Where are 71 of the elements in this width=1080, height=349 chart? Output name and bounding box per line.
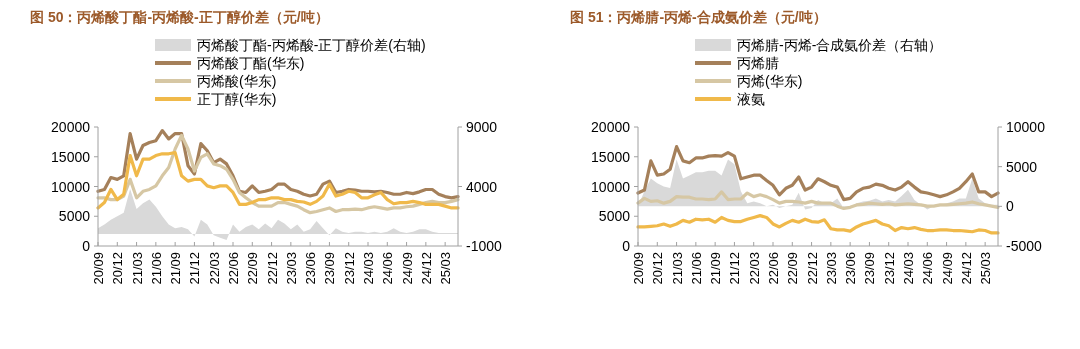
line-series [636,145,1000,202]
x-tick-label: 23/06 [303,252,319,285]
x-tick-label: 24/06 [380,252,396,285]
x-tick-label: 21/12 [187,252,203,285]
x-tick-label: 24/03 [901,252,916,285]
x-tick-label: 22/12 [804,252,820,285]
y-tick-label: 0 [622,238,631,254]
x-tick-label: 21/06 [148,252,164,285]
x-tick-label: 25/03 [978,252,994,285]
x-tick-label: 22/03 [746,252,762,285]
x-tick-label: 22/03 [206,252,222,285]
y2-tick-label: 4000 [466,178,498,195]
x-tick-label: 21/03 [669,252,685,285]
x-tick-label: 24/03 [361,252,376,285]
line-series [96,150,460,210]
legend-label: 丙烯酸丁酯(华东) [197,55,305,71]
x-tick-label: 23/09 [862,252,878,285]
x-tick-label: 22/06 [226,252,241,285]
x-tick-label: 22/09 [785,252,801,285]
x-tick-label: 21/09 [708,252,724,285]
y-tick-label: 15000 [591,148,631,165]
x-tick-label: 23/03 [283,252,299,285]
y-tick-label: 15000 [51,148,91,165]
y-tick-label: 10000 [591,178,631,195]
x-tick-label: 23/03 [823,252,839,285]
x-tick-label: 23/12 [341,252,357,285]
legend-label: 丙烯(华东) [737,73,803,89]
x-tick-label: 24/06 [920,252,936,285]
y2-tick-label: -1000 [466,238,503,254]
x-tick-label: 21/12 [727,252,743,285]
legend-label: 丙烯酸(华东) [197,73,277,89]
legend-label: 丙烯腈 [737,55,779,71]
x-tick-label: 24/09 [399,252,415,285]
legend-label: 丙烯酸丁酯-丙烯酸-正丁醇价差(右轴) [197,37,426,53]
y-tick-label: 20000 [591,119,631,135]
x-tick-label: 21/03 [129,252,145,285]
y2-tick-label: 0 [1006,198,1014,215]
y-tick-label: 10000 [51,178,91,195]
legend-label: 丙烯腈-丙烯-合成氨价差（右轴） [737,37,943,53]
line-series [636,190,1000,211]
line-series [96,133,460,215]
x-tick-label: 23/06 [843,252,859,285]
x-tick-label: 20/12 [110,252,126,285]
x-tick-label: 22/09 [245,252,261,285]
x-tick-label: 24/12 [958,252,974,285]
x-tick-label: 21/06 [688,252,704,285]
x-tick-label: 22/12 [264,252,280,285]
x-tick-label: 24/09 [939,252,955,285]
y-tick-label: 5000 [58,208,91,225]
y2-tick-label: 5000 [1006,158,1038,175]
y-tick-label: 0 [82,238,91,254]
x-tick-label: 20/09 [91,252,106,285]
line-series [96,128,460,200]
x-tick-label: 20/12 [650,252,666,285]
x-tick-label: 21/09 [168,252,184,285]
legend-label: 正丁醇(华东) [197,91,277,107]
legend-label: 液氨 [737,91,765,107]
y2-tick-label: -5000 [1006,238,1043,254]
y2-tick-label: 10000 [1006,119,1046,135]
x-tick-label: 20/09 [631,252,646,285]
chart-title: 图 51：丙烯腈-丙烯-合成氨价差（元/吨） [570,9,827,25]
y-tick-label: 5000 [598,208,631,225]
x-tick-label: 23/12 [881,252,897,285]
x-tick-label: 23/09 [322,252,338,285]
x-tick-label: 24/12 [418,252,434,285]
y2-tick-label: 9000 [466,119,498,135]
line-series [636,214,1000,235]
x-tick-label: 25/03 [438,252,454,285]
x-tick-label: 22/06 [766,252,781,285]
y-tick-label: 20000 [51,119,91,135]
chart-title: 图 50：丙烯酸丁酯-丙烯酸-正丁醇价差（元/吨） [30,9,329,25]
